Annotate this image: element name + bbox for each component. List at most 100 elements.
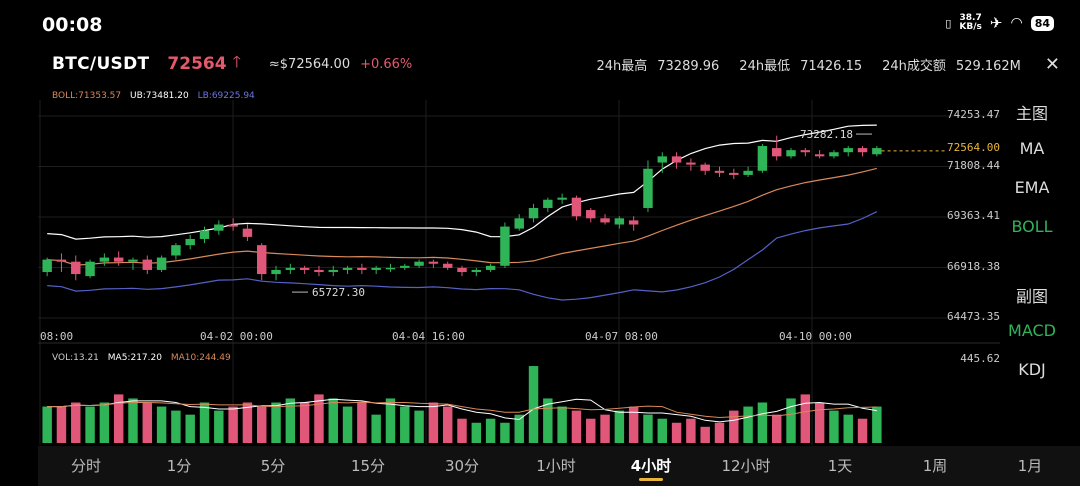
candle — [85, 259, 95, 279]
candle — [500, 222, 510, 268]
stat-high: 24h最高 73289.96 — [596, 55, 719, 74]
candle — [71, 255, 81, 281]
volume-bar — [185, 414, 195, 443]
indicator-macd[interactable]: MACD — [1008, 321, 1056, 340]
volume-bar — [643, 414, 653, 443]
candle-body — [814, 154, 825, 157]
volume-bar — [700, 426, 710, 443]
stat-volume-label: 24h成交额 — [882, 58, 946, 74]
candle — [299, 265, 310, 275]
volume-bar — [714, 422, 725, 443]
candle-body — [514, 218, 524, 229]
ma5-legend: MA5:217.20 — [107, 353, 162, 363]
candle-body — [128, 259, 138, 262]
candle-body — [843, 148, 853, 153]
candle — [357, 263, 367, 275]
candle — [442, 261, 453, 270]
candle — [371, 265, 381, 275]
volume-bar — [628, 406, 639, 443]
candle-body — [299, 267, 310, 270]
candle-body — [242, 228, 253, 237]
candle-body — [85, 261, 95, 277]
indicator-boll[interactable]: BOLL — [1011, 217, 1053, 236]
candle-body — [42, 259, 52, 273]
vol-axis-max: 445.62 — [960, 352, 1000, 365]
timeframe-tab[interactable]: 5分 — [260, 457, 286, 475]
close-icon[interactable]: ✕ — [1044, 53, 1060, 75]
candle-body — [314, 269, 324, 273]
ticker-header: BTC/USDT 72564 🡑 ≈$72564.00 +0.66% 24h最高… — [52, 52, 1060, 76]
timeframe-tab[interactable]: 1小时 — [536, 457, 576, 475]
net-speed: 38.7 KB/s — [959, 14, 981, 32]
airplane-icon: ✈ — [989, 14, 1003, 32]
stat-low: 24h最低 71426.15 — [739, 55, 862, 74]
volume-bar — [571, 410, 582, 443]
candle-body — [500, 226, 510, 266]
stat-high-value: 73289.96 — [657, 58, 720, 74]
candle — [414, 259, 424, 268]
volume-bar — [385, 398, 396, 443]
current-price-tag: 72564.00 — [947, 141, 1000, 154]
boll-upper-legend: UB:73481.20 — [129, 91, 189, 101]
timeframe-tab[interactable]: 15分 — [350, 457, 386, 475]
high-annotation: 73282.18 — [800, 128, 853, 141]
candle — [872, 146, 882, 157]
volume-bar — [171, 410, 181, 443]
candle-body — [113, 257, 124, 262]
vol-legend: VOL:13.21 MA5:217.20 MA10:244.49 — [52, 353, 231, 363]
timeframe-tab[interactable]: 分时 — [70, 457, 102, 475]
volume-bar — [814, 402, 825, 443]
x-axis-label: 04-02 00:00 — [200, 330, 273, 343]
candle-body — [185, 238, 195, 246]
indicator-kdj[interactable]: KDJ — [1018, 360, 1046, 379]
timeframe-tab[interactable]: 12小时 — [721, 457, 771, 475]
candle — [814, 150, 825, 159]
timeframe-tab[interactable]: 1天 — [827, 457, 853, 475]
candle-body — [800, 150, 811, 153]
y-axis-label: 69363.41 — [947, 209, 1000, 222]
indicator-ma[interactable]: MA — [1019, 139, 1045, 158]
volume-bar — [586, 418, 596, 443]
candle — [314, 265, 324, 277]
volume-bar — [99, 402, 110, 443]
candle-body — [543, 199, 553, 208]
volume-bar — [113, 394, 124, 443]
y-axis-label: 64473.35 — [947, 310, 1000, 323]
candle — [214, 220, 224, 235]
candle-body — [571, 197, 582, 217]
timeframe-tab[interactable]: 1分 — [166, 457, 192, 475]
candle — [56, 253, 67, 273]
indicator-ema[interactable]: EMA — [1014, 178, 1050, 197]
candle-body — [671, 156, 682, 163]
candle-body — [56, 259, 67, 262]
candle-body — [857, 148, 868, 153]
candle — [342, 265, 353, 275]
timeframe-tab[interactable]: 4小时 — [630, 457, 672, 475]
timeframe-tab[interactable]: 1月 — [1017, 457, 1043, 475]
candle — [328, 265, 338, 277]
timeframe-tab[interactable]: 1周 — [922, 457, 948, 475]
x-axis-label: 04-07 08:00 — [585, 330, 658, 343]
candle — [700, 162, 710, 175]
candle-body — [257, 245, 267, 275]
wifi-icon: ◠ — [1010, 15, 1023, 31]
y-axis-label: 71808.44 — [947, 158, 1000, 172]
volume-bar — [872, 406, 882, 443]
candle-body — [328, 269, 338, 273]
volume-bar — [757, 402, 768, 443]
timeframe-tab[interactable]: 30分 — [444, 457, 480, 475]
main-indicator-title: 主图 — [1015, 104, 1048, 123]
timeframe-bar — [38, 446, 1080, 486]
volume-bar — [857, 418, 868, 443]
candle — [257, 243, 267, 281]
candle — [199, 226, 210, 244]
volume-bar — [614, 410, 625, 443]
stat-low-value: 71426.15 — [800, 58, 863, 74]
trading-pair[interactable]: BTC/USDT — [52, 54, 150, 74]
candle-body — [471, 269, 482, 273]
volume-bar — [428, 402, 439, 443]
candle-body — [142, 259, 153, 270]
volume-bar — [414, 410, 424, 443]
candle — [614, 216, 625, 229]
